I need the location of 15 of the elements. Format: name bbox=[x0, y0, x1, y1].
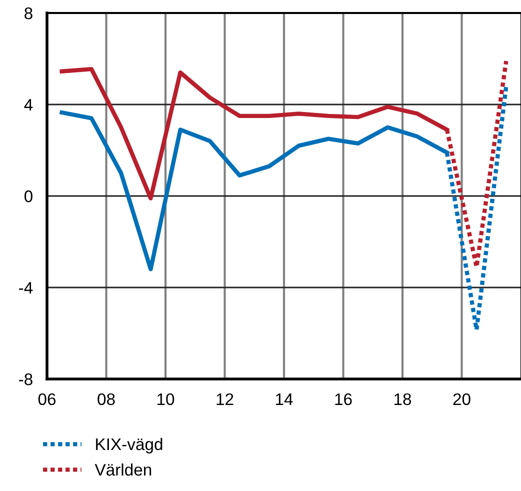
x-tick-label: 08 bbox=[98, 393, 115, 406]
y-tick-label: -8 bbox=[19, 373, 32, 386]
y-tick-label: 4 bbox=[24, 99, 33, 111]
x-tick-label: 16 bbox=[335, 393, 352, 406]
legend-label: KIX-vägd bbox=[96, 438, 162, 454]
x-tick-label: 12 bbox=[216, 393, 234, 405]
legend-label: Världen bbox=[94, 463, 152, 476]
x-tick-label: 06 bbox=[38, 393, 56, 406]
x-tick-label: 18 bbox=[394, 393, 412, 406]
x-tick-label: 20 bbox=[453, 393, 470, 406]
x-tick-label: 10 bbox=[158, 393, 174, 406]
y-tick-label: 0 bbox=[24, 190, 32, 202]
y-tick-label: -4 bbox=[19, 282, 33, 294]
x-tick-label: 14 bbox=[276, 394, 293, 405]
y-tick-label: 8 bbox=[24, 7, 32, 20]
